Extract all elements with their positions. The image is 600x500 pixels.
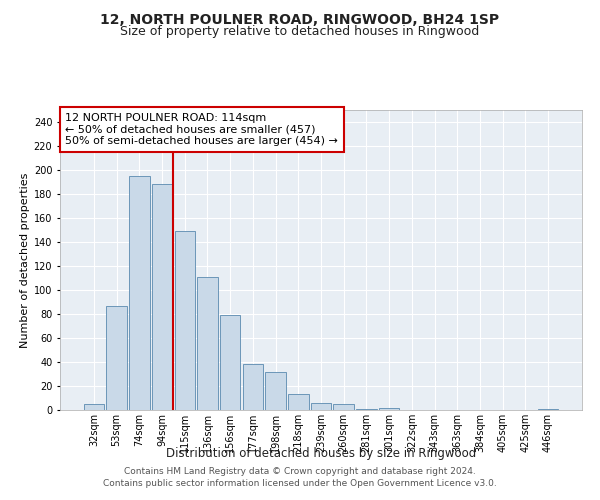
Bar (379, 408, 400, 410)
Bar (311, 403, 331, 410)
Bar (197, 277, 218, 410)
Bar (84, 404, 104, 410)
Bar (175, 231, 195, 410)
Y-axis label: Number of detached properties: Number of detached properties (20, 172, 29, 348)
Bar (152, 184, 172, 410)
Text: 12, NORTH POULNER ROAD, RINGWOOD, BH24 1SP: 12, NORTH POULNER ROAD, RINGWOOD, BH24 1… (100, 12, 500, 26)
Text: 12 NORTH POULNER ROAD: 114sqm
← 50% of detached houses are smaller (457)
50% of : 12 NORTH POULNER ROAD: 114sqm ← 50% of d… (65, 113, 338, 146)
Bar (288, 394, 308, 410)
Bar (334, 404, 354, 410)
Bar (356, 409, 377, 410)
Text: Distribution of detached houses by size in Ringwood: Distribution of detached houses by size … (166, 448, 476, 460)
Bar (106, 306, 127, 410)
Text: Size of property relative to detached houses in Ringwood: Size of property relative to detached ho… (121, 25, 479, 38)
Bar (129, 176, 149, 410)
Text: Contains HM Land Registry data © Crown copyright and database right 2024.
Contai: Contains HM Land Registry data © Crown c… (103, 466, 497, 487)
Bar (242, 364, 263, 410)
Bar (538, 409, 558, 410)
Bar (265, 372, 286, 410)
Bar (220, 315, 241, 410)
